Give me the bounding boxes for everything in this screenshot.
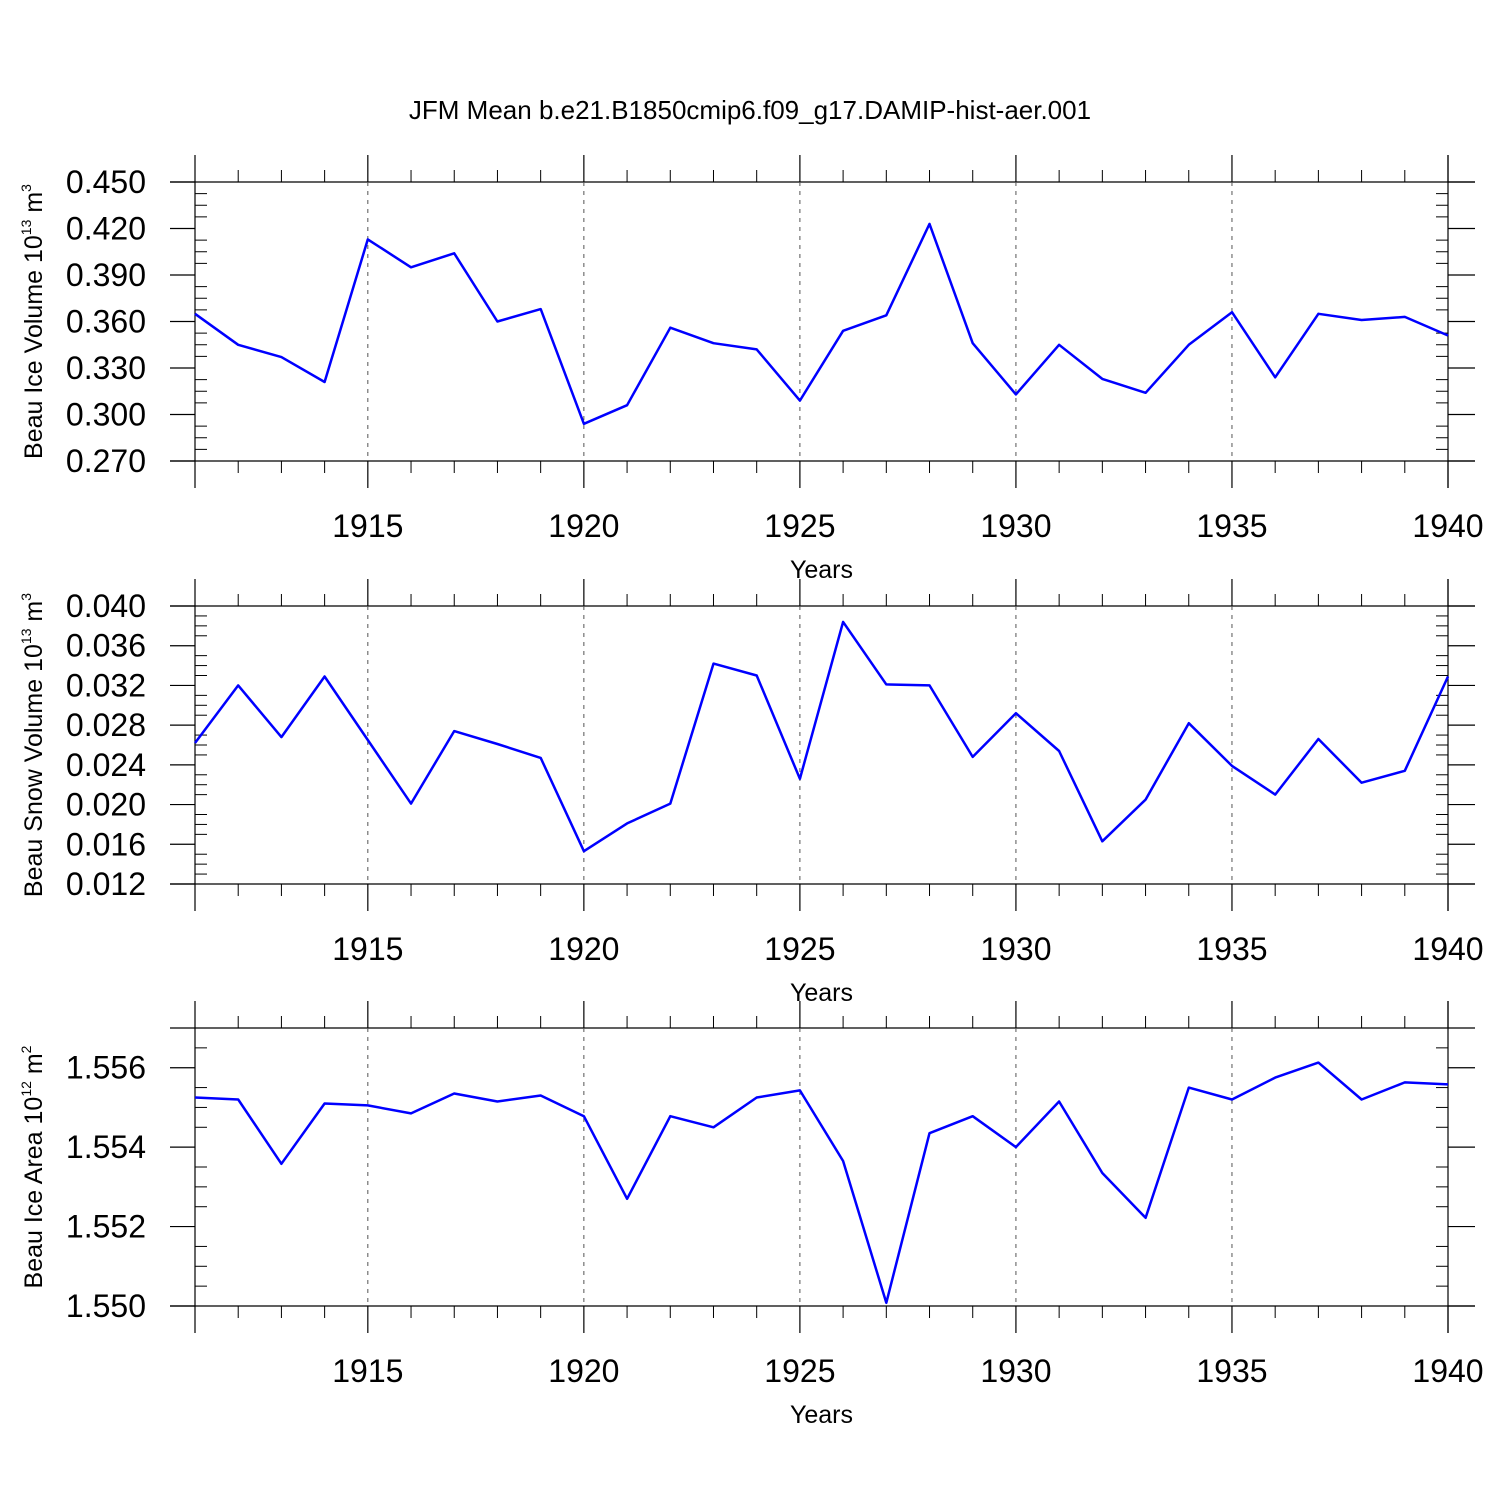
x-tick-label: 1915 — [332, 508, 403, 544]
x-tick-label: 1920 — [548, 1353, 619, 1389]
y-tick-label: 0.028 — [66, 707, 146, 743]
y-axis-label: Beau Snow Volume 1013 m3 — [18, 593, 48, 897]
x-tick-label: 1940 — [1412, 508, 1483, 544]
x-tick-label: 1925 — [764, 1353, 835, 1389]
y-tick-label: 1.556 — [66, 1050, 146, 1086]
x-tick-label: 1935 — [1196, 931, 1267, 967]
y-tick-label: 0.450 — [66, 164, 146, 200]
x-tick-label: 1925 — [764, 931, 835, 967]
y-axis-label: Beau Ice Area 1012 m2 — [18, 1045, 48, 1288]
y-tick-label: 0.036 — [66, 628, 146, 664]
x-tick-label: 1915 — [332, 931, 403, 967]
y-tick-label: 0.016 — [66, 826, 146, 862]
panel-1: 1915 1920 1925 1930 1935 1940 0.270 0.300 0.330 0… — [18, 155, 1484, 584]
x-tick-label: 1935 — [1196, 1353, 1267, 1389]
x-tick-label: 1925 — [764, 508, 835, 544]
panels: 1915 1920 1925 1930 1935 1940 0.270 0.300 0.330 0… — [18, 155, 1484, 1429]
y-tick-label: 0.360 — [66, 304, 146, 340]
y-tick-label: 0.270 — [66, 443, 146, 479]
data-series-line — [194, 1061, 1449, 1305]
data-series-line — [194, 222, 1449, 426]
x-tick-label: 1930 — [980, 931, 1051, 967]
panel-3: 1915 1920 1925 1930 1935 1940 1.550 1.552 1.554 1… — [18, 1001, 1484, 1429]
x-tick-label: 1935 — [1196, 508, 1267, 544]
y-tick-label: 1.552 — [66, 1209, 146, 1245]
x-tick-label: 1920 — [548, 931, 619, 967]
y-tick-label: 0.330 — [66, 350, 146, 386]
chart-title: JFM Mean b.e21.B1850cmip6.f09_g17.DAMIP-… — [409, 95, 1091, 125]
y-tick-label: 0.024 — [66, 747, 146, 783]
y-tick-label: 1.550 — [66, 1288, 146, 1324]
y-axis-label: Beau Ice Volume 1013 m3 — [18, 184, 48, 459]
y-tick-label: 0.390 — [66, 257, 146, 293]
data-series-line — [194, 620, 1450, 853]
y-tick-label: 1.554 — [66, 1129, 146, 1165]
y-tick-label: 0.032 — [66, 667, 146, 703]
x-tick-label: 1930 — [980, 1353, 1051, 1389]
y-tick-label: 0.040 — [66, 588, 146, 624]
x-tick-label: 1930 — [980, 508, 1051, 544]
y-tick-label: 0.300 — [66, 397, 146, 433]
x-tick-label: 1920 — [548, 508, 619, 544]
y-tick-label: 0.420 — [66, 211, 146, 247]
y-tick-label: 0.020 — [66, 787, 146, 823]
x-tick-label: 1915 — [332, 1353, 403, 1389]
x-tick-label: 1940 — [1412, 1353, 1483, 1389]
x-axis-label: Years — [790, 1401, 853, 1429]
x-tick-label: 1940 — [1412, 931, 1483, 967]
y-tick-label: 0.012 — [66, 866, 146, 902]
